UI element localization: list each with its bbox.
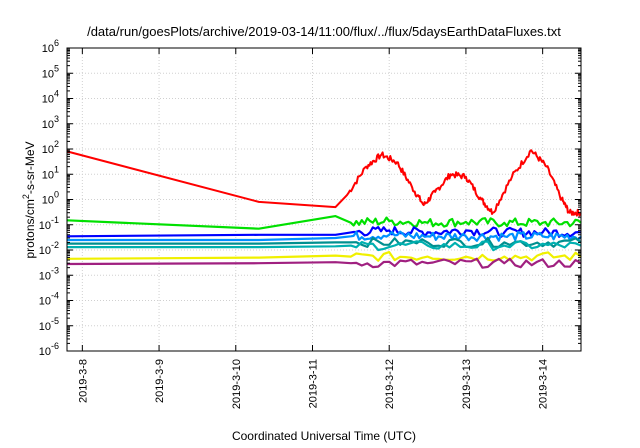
y-tick-label: 103 xyxy=(42,114,59,131)
y-tick-exponent: 4 xyxy=(54,89,59,99)
y-tick-base: 10 xyxy=(42,68,54,80)
x-tick-label: 2019-3-8 xyxy=(77,359,89,403)
y-tick-exponent: -2 xyxy=(51,240,59,250)
y-axis-label-superscript: 2 xyxy=(21,194,31,199)
y-tick-label: 106 xyxy=(42,38,59,55)
series-line xyxy=(66,251,582,262)
x-tick-label: 2019-3-12 xyxy=(384,359,396,409)
y-tick-exponent: -4 xyxy=(51,291,59,301)
y-tick-exponent: 3 xyxy=(54,114,59,124)
y-tick-exponent: -3 xyxy=(51,265,59,275)
y-tick-exponent: 0 xyxy=(54,190,59,200)
x-tick-label: 2019-3-14 xyxy=(538,359,550,409)
y-tick-label: 10-6 xyxy=(39,341,59,358)
x-tick-label: 2019-3-9 xyxy=(154,359,166,403)
y-axis-ticks: 10-610-510-410-310-210-11001011021031041… xyxy=(39,38,581,358)
series-line xyxy=(66,149,582,217)
chart-title: /data/run/goesPlots/archive/2019-03-14/1… xyxy=(87,24,561,39)
y-tick-exponent: 2 xyxy=(54,139,59,149)
y-axis-label-rest: -s-sr-MeV xyxy=(23,141,37,194)
x-tick-label: 2019-3-13 xyxy=(461,359,473,409)
series-line xyxy=(66,257,582,269)
y-tick-base: 10 xyxy=(42,94,54,106)
series-line xyxy=(66,215,582,230)
y-tick-label: 102 xyxy=(42,139,59,156)
y-tick-base: 10 xyxy=(42,119,54,131)
y-axis-label: protons/cm2-s-sr-MeV xyxy=(21,141,37,258)
y-tick-label: 10-3 xyxy=(39,265,59,282)
y-tick-exponent: 5 xyxy=(54,63,59,73)
y-tick-base: 10 xyxy=(39,296,51,308)
y-tick-base: 10 xyxy=(42,144,54,156)
x-axis-ticks: 2019-3-8 2019-3-9 2019-3-10 2019-3-11 2019-3… xyxy=(77,48,550,409)
y-tick-exponent: -6 xyxy=(51,341,59,351)
y-tick-base: 10 xyxy=(39,270,51,282)
y-tick-label: 100 xyxy=(42,190,59,207)
grid xyxy=(67,47,581,352)
x-tick-label: 2019-3-11 xyxy=(307,359,319,408)
plot-frame xyxy=(66,47,582,352)
y-tick-label: 10-1 xyxy=(39,215,59,232)
y-tick-exponent: -1 xyxy=(51,215,59,225)
y-tick-base: 10 xyxy=(39,245,51,257)
y-tick-base: 10 xyxy=(39,220,51,232)
series-group xyxy=(66,149,582,269)
x-tick-label: 2019-3-10 xyxy=(231,359,243,409)
y-tick-label: 104 xyxy=(42,89,59,106)
y-tick-base: 10 xyxy=(39,321,51,333)
y-tick-label: 101 xyxy=(42,164,59,181)
series-line xyxy=(67,240,582,252)
y-tick-base: 10 xyxy=(42,169,54,181)
x-axis-label: Coordinated Universal Time (UTC) xyxy=(232,429,416,443)
y-axis-label-main: protons/cm xyxy=(23,199,37,258)
y-tick-exponent: 1 xyxy=(54,164,59,174)
y-tick-label: 10-5 xyxy=(39,316,59,333)
y-tick-base: 10 xyxy=(42,43,54,55)
y-tick-base: 10 xyxy=(39,346,51,358)
y-tick-label: 10-4 xyxy=(39,291,59,308)
y-tick-label: 10-2 xyxy=(39,240,59,257)
series-line xyxy=(67,230,582,242)
y-tick-exponent: 6 xyxy=(54,38,59,48)
y-tick-label: 105 xyxy=(42,63,59,80)
y-tick-exponent: -5 xyxy=(51,316,59,326)
y-tick-base: 10 xyxy=(42,195,54,207)
